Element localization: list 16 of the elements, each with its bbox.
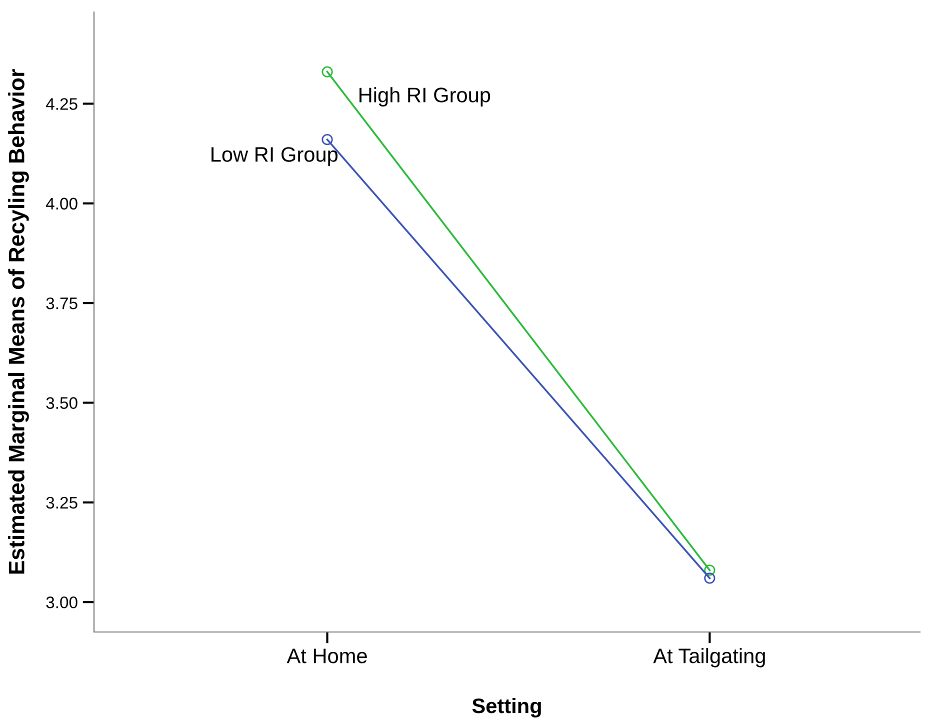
y-tick-label: 3.75 (46, 297, 78, 310)
series-label: High RI Group (360, 87, 490, 107)
y-tick-label: 4.00 (46, 198, 78, 210)
y-tick-label: 3.50 (46, 397, 78, 409)
x-axis-title: Setting (472, 698, 541, 718)
point (322, 134, 333, 146)
y-tick-label: 3.25 (46, 496, 78, 509)
series-label: Low RI Group (212, 147, 338, 166)
x-tick-label: At Tailgating (653, 648, 765, 668)
y-axis-title: Estimated Marginal Means of Recyling Behavior (8, 69, 29, 574)
point (704, 564, 716, 576)
x-tick-label: At Home (286, 648, 367, 664)
y-tick-label: 3.00 (46, 596, 78, 608)
y-tick-label: 4.25 (46, 98, 78, 110)
point (704, 572, 716, 584)
point (322, 66, 333, 78)
